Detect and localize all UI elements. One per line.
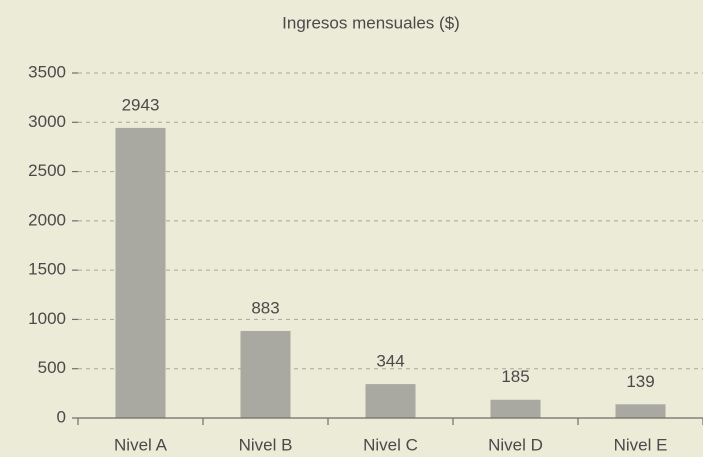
data-label: 883 <box>251 298 279 317</box>
x-tick-label: Nivel A <box>114 435 168 454</box>
chart-title: Ingresos mensuales ($) <box>282 13 460 32</box>
data-label: 2943 <box>122 95 160 114</box>
y-tick-label: 3500 <box>28 62 66 81</box>
y-tick-label: 0 <box>57 407 66 426</box>
bar <box>115 127 166 418</box>
x-tick-label: Nivel C <box>363 435 418 454</box>
y-tick-label: 1000 <box>28 309 66 328</box>
data-label: 185 <box>501 367 529 386</box>
x-tick-label: Nivel E <box>614 435 668 454</box>
bar <box>365 384 416 418</box>
y-tick-label: 3000 <box>28 112 66 131</box>
y-tick-label: 1500 <box>28 260 66 279</box>
y-tick-label: 2500 <box>28 161 66 180</box>
x-tick-label: Nivel B <box>239 435 293 454</box>
bar <box>240 330 291 418</box>
y-tick-label: 500 <box>38 358 66 377</box>
data-label: 344 <box>376 352 404 371</box>
data-label: 139 <box>626 372 654 391</box>
bar <box>615 404 666 418</box>
x-tick-label: Nivel D <box>488 435 543 454</box>
bar <box>490 399 541 418</box>
y-tick-label: 2000 <box>28 210 66 229</box>
